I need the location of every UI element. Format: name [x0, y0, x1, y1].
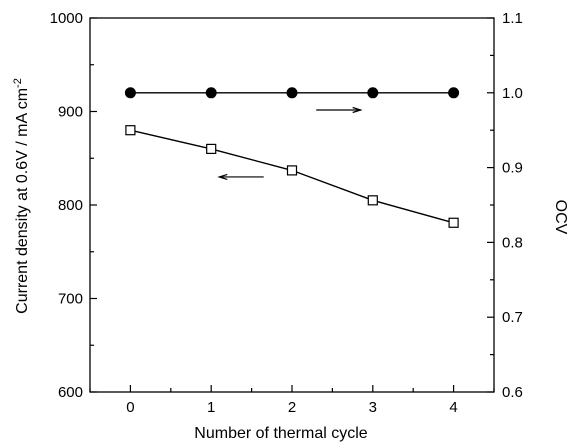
left-tick-label: 900: [58, 104, 83, 121]
left-arrow-head: [217, 173, 228, 181]
series-layer: [124, 87, 460, 228]
right-tick-label: 0.8: [502, 234, 523, 251]
axes-frame: [89, 17, 495, 393]
right-tick-label: 1.0: [502, 85, 523, 102]
right-arrow: [316, 106, 363, 114]
right-tick-label: 0.9: [502, 160, 523, 177]
left-tick-label: 800: [58, 197, 83, 214]
ocv-series: [124, 87, 460, 99]
left-axis-title: Current density at 0.6V / mA cm-2: [12, 78, 31, 314]
x-tick-label: 4: [449, 399, 457, 416]
annotation-layer: [217, 106, 363, 181]
current-density-point: [448, 217, 459, 228]
left-tick-label: 1000: [50, 10, 83, 27]
right-tick-label: 0.7: [502, 309, 523, 326]
right-tick-label: 1.1: [502, 10, 523, 27]
right-axis-ticks: 0.6 0.7 0.8 0.9 1.0 1.1: [487, 10, 523, 401]
current-density-series-line: [130, 129, 454, 224]
current-density-point: [286, 165, 298, 176]
left-arrow: [217, 173, 264, 181]
left-axis-title-superscript: -2: [12, 78, 24, 88]
x-tick-label: 1: [207, 399, 215, 416]
plot-frame: [89, 17, 495, 393]
x-tick-label: 2: [288, 399, 296, 416]
current-density-point: [367, 195, 378, 206]
right-axis-title: OCV: [552, 200, 569, 235]
current-density-point: [125, 125, 136, 136]
current-density-series: [125, 125, 459, 228]
right-arrow-head: [352, 106, 363, 114]
ocv-point: [124, 87, 136, 99]
left-tick-label: 600: [58, 384, 83, 401]
current-density-point: [206, 143, 217, 154]
left-tick-label: 700: [58, 291, 83, 308]
x-axis-title: Number of thermal cycle: [194, 425, 367, 442]
x-tick-label: 3: [369, 399, 377, 416]
x-tick-label: 0: [126, 399, 134, 416]
x-axis-ticks: 0 1 2 3 4: [89, 385, 495, 416]
ocv-point: [367, 87, 379, 99]
ocv-point: [205, 87, 217, 99]
left-axis-ticks: 600 700 800 900 1000: [50, 10, 97, 401]
ocv-point: [448, 87, 460, 99]
ocv-point: [286, 87, 298, 99]
right-tick-label: 0.6: [502, 384, 523, 401]
left-axis-title-main: Current density at 0.6V / mA cm: [14, 88, 31, 314]
